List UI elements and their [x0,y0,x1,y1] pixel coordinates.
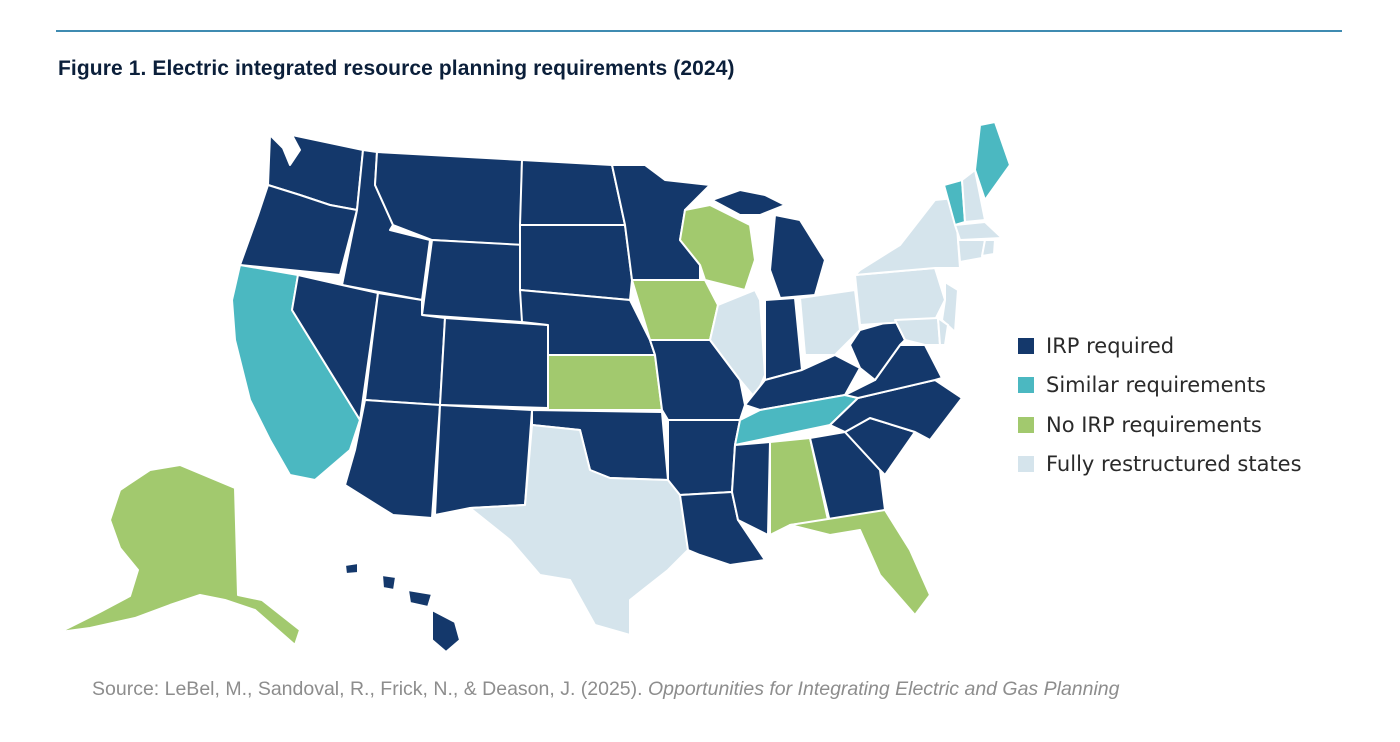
state-alaska [59,464,301,646]
source-prefix: Source: LeBel, M., Sandoval, R., Frick, … [92,678,643,700]
state-new-hampshire [961,169,986,223]
state-wyoming [421,239,526,323]
state-hawaii-kauai [344,562,359,575]
state-maryland [894,317,941,346]
legend-label-similar-requirements: Similar requirements [1046,373,1266,398]
state-kansas [547,354,663,411]
state-pennsylvania [854,267,946,326]
state-connecticut [957,239,986,263]
legend-item-similar-requirements: Similar requirements [1018,366,1348,406]
state-south-dakota [519,224,633,301]
legend-item-no-irp-requirements: No IRP requirements [1018,405,1348,445]
state-new-york [854,197,961,276]
state-hawaii-oahu [381,574,397,591]
state-michigan [769,214,826,299]
state-texas [469,424,689,636]
legend-swatch-no-irp-requirements [1018,416,1034,433]
source-title: Opportunities for Integrating Electric a… [647,678,1120,700]
state-indiana [764,297,803,381]
legend-swatch-similar-requirements [1018,377,1034,394]
state-north-dakota [519,159,626,226]
state-delaware [937,317,949,346]
state-florida [789,509,931,616]
state-kentucky [744,354,861,411]
top-rule [56,30,1342,32]
state-colorado [439,317,549,409]
state-michigan-upper [711,189,786,216]
state-georgia [809,431,886,523]
state-ohio [799,289,861,356]
legend-swatch-fully-restructured [1018,456,1034,473]
state-mississippi [731,441,771,536]
state-new-mexico [434,404,533,516]
legend-item-irp-required: IRP required [1018,326,1348,366]
state-hawaii-maui [407,589,433,608]
state-hawaii-big-island [431,609,461,653]
legend-label-no-irp-requirements: No IRP requirements [1046,412,1262,437]
map-legend: IRP required Similar requirements No IRP… [1018,326,1348,484]
legend-label-irp-required: IRP required [1046,333,1175,358]
state-oregon [239,184,358,276]
state-wisconsin [679,204,756,291]
state-rhode-island [981,239,996,257]
source-citation: Source: LeBel, M., Sandoval, R., Frick, … [92,678,1120,701]
state-maine [974,121,1011,201]
state-massachusetts [954,221,1003,241]
legend-label-fully-restructured: Fully restructured states [1046,452,1302,477]
legend-item-fully-restructured: Fully restructured states [1018,445,1348,485]
legend-swatch-irp-required [1018,337,1034,354]
state-nevada [291,274,379,421]
figure-title: Figure 1. Electric integrated resource p… [58,57,735,80]
state-arkansas [667,419,741,496]
